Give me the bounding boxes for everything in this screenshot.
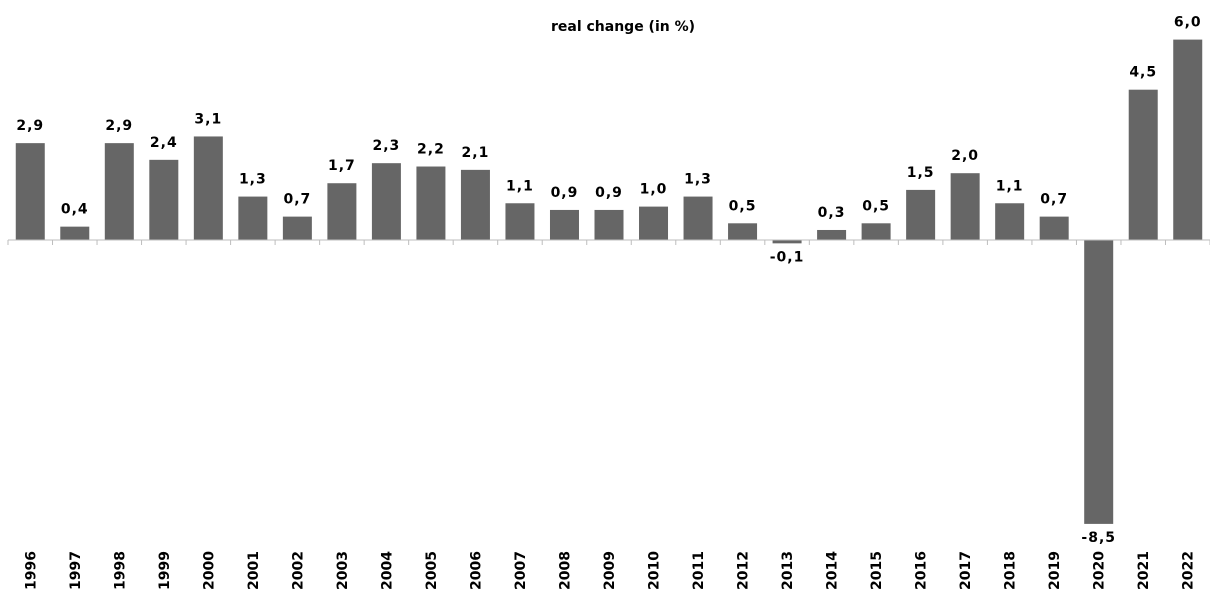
data-label-1996: 2,9 (16, 118, 44, 134)
bar-2013 (772, 240, 802, 244)
data-labels-group: 2,9 0,4 2,9 2,4 3,1 1,3 0,7 1,7 2,3 2,2 2,1 1,1 0,9 0… (16, 15, 1202, 546)
data-label-2003: 1,7 (328, 158, 356, 174)
bar-2004 (371, 163, 401, 240)
data-label-2002: 0,7 (283, 192, 311, 208)
data-label-2012: 0,5 (729, 198, 757, 214)
data-label-2007: 1,1 (506, 178, 534, 194)
bar-2014 (817, 229, 847, 240)
x-tick-label-2018: 2018 (1003, 551, 1019, 590)
x-tick-label-2016: 2016 (914, 551, 930, 590)
data-label-2010: 1,0 (640, 182, 668, 198)
data-label-2016: 1,5 (907, 165, 935, 181)
data-label-2005: 2,2 (417, 142, 445, 158)
data-label-2018: 1,1 (996, 178, 1024, 194)
x-tick-label-2001: 2001 (246, 551, 262, 590)
bar-2015 (861, 223, 891, 240)
x-tick-label-2009: 2009 (602, 551, 618, 590)
data-label-2001: 1,3 (239, 172, 267, 188)
x-tick-label-1999: 1999 (157, 551, 173, 590)
bar-2019 (1039, 216, 1069, 240)
data-label-2004: 2,3 (373, 138, 401, 154)
data-label-2006: 2,1 (462, 145, 490, 161)
data-label-1999: 2,4 (150, 135, 178, 151)
data-label-2008: 0,9 (551, 185, 579, 201)
bar-2016 (906, 189, 936, 240)
x-tick-label-2008: 2008 (557, 551, 573, 590)
x-tick-label-2003: 2003 (335, 551, 351, 590)
x-tick-label-2002: 2002 (290, 551, 306, 590)
x-tick-label-2013: 2013 (780, 551, 796, 590)
data-label-2014: 0,3 (818, 205, 846, 221)
bar-2021 (1128, 89, 1158, 240)
x-tick-label-2007: 2007 (513, 551, 529, 590)
bar-2001 (238, 196, 268, 240)
data-label-2021: 4,5 (1129, 65, 1157, 81)
x-tick-label-2021: 2021 (1136, 551, 1152, 590)
data-label-2020: -8,5 (1081, 530, 1116, 546)
bar-2009 (594, 209, 624, 240)
bars-group (15, 39, 1203, 524)
x-tick-label-1997: 1997 (68, 551, 84, 590)
data-label-2011: 1,3 (684, 172, 712, 188)
data-label-1997: 0,4 (61, 202, 89, 218)
bar-1999 (149, 159, 179, 240)
bar-2020 (1084, 240, 1114, 524)
bar-1997 (60, 226, 90, 240)
chart-title: real change (in %) (551, 19, 695, 35)
bar-2003 (327, 183, 357, 240)
x-tick-label-2005: 2005 (424, 551, 440, 590)
x-tick-label-2006: 2006 (468, 551, 484, 590)
x-tick-label-2014: 2014 (825, 551, 841, 590)
data-label-2017: 2,0 (951, 148, 979, 164)
bar-2005 (416, 166, 446, 240)
bar-2011 (683, 196, 713, 240)
bar-2010 (639, 206, 669, 240)
x-tick-label-1996: 1996 (23, 551, 39, 590)
bar-1998 (104, 143, 134, 240)
x-tick-label-2011: 2011 (691, 551, 707, 590)
bar-2007 (505, 203, 535, 240)
x-tick-label-2017: 2017 (958, 551, 974, 590)
x-tick-label-2020: 2020 (1092, 551, 1108, 590)
data-label-2015: 0,5 (862, 198, 890, 214)
data-label-2009: 0,9 (595, 185, 623, 201)
bar-2022 (1173, 39, 1203, 240)
bar-2006 (460, 169, 490, 240)
bar-2008 (549, 209, 579, 240)
bar-2018 (995, 203, 1025, 240)
x-tick-label-1998: 1998 (112, 551, 128, 590)
bar-2017 (950, 173, 980, 240)
bar-1996 (15, 143, 45, 240)
x-tick-label-2010: 2010 (647, 551, 663, 590)
x-tick-label-2012: 2012 (736, 551, 752, 590)
data-label-2000: 3,1 (194, 111, 222, 127)
data-label-2019: 0,7 (1040, 192, 1068, 208)
bar-2012 (728, 223, 758, 240)
data-label-2022: 6,0 (1174, 15, 1202, 31)
x-tick-label-2015: 2015 (869, 551, 885, 590)
x-tick-label-2019: 2019 (1047, 551, 1063, 590)
bar-2002 (282, 216, 312, 240)
data-label-1998: 2,9 (105, 118, 133, 134)
x-tick-labels-group: 1996 1997 1998 1999 2000 2001 2002 2003 2004 2005… (23, 551, 1196, 590)
data-label-2013: -0,1 (770, 249, 805, 265)
x-tick-label-2022: 2022 (1181, 551, 1197, 590)
x-axis (7, 239, 1210, 245)
x-tick-label-2004: 2004 (379, 551, 395, 590)
x-tick-label-2000: 2000 (201, 551, 217, 590)
bar-2000 (193, 136, 223, 240)
